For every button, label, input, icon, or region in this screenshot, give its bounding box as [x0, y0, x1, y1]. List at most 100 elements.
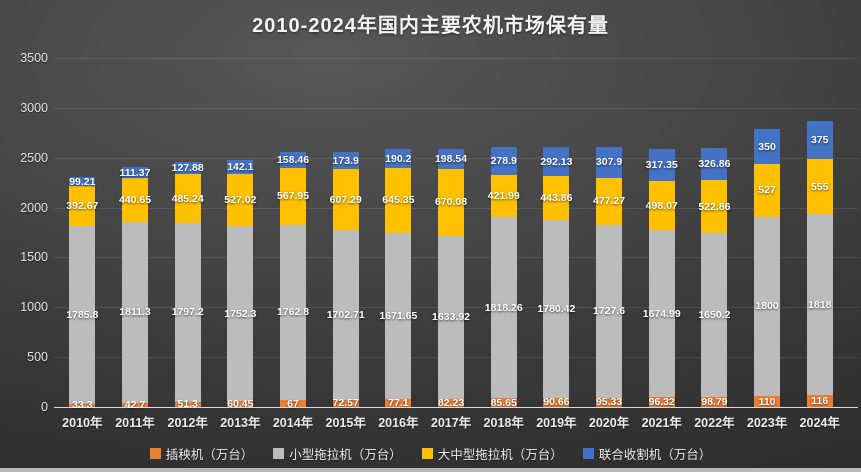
data-label-small-tractor: 1818 [808, 298, 832, 311]
bar-segment-medium-large-tractor: 567.95 [277, 167, 309, 225]
x-axis-label: 2012年 [167, 416, 208, 430]
bar-segment-medium-large-tractor: 477.27 [592, 177, 626, 226]
bar-column: 95.33 1727.6 477.27 307.9 2020年 [583, 0, 636, 430]
data-label-combine-harvester: 307.9 [595, 156, 623, 169]
legend-swatch-icon [273, 448, 285, 459]
legend: 插秧机（万台） 小型拖拉机（万台） 大中型拖拉机（万台） 联合收割机（万台） [0, 444, 861, 463]
bar-segment-combine-harvester: 127.88 [172, 161, 204, 175]
bar-segment-combine-harvester: 111.37 [120, 167, 151, 179]
bar-segment-combine-harvester: 307.9 [595, 146, 623, 178]
bar-stack: 67 1762.8 567.95 158.46 [276, 152, 310, 410]
bar-segment-small-tractor: 1780.42 [537, 220, 575, 398]
legend-label: 插秧机（万台） [165, 448, 254, 462]
bar-segment-medium-large-tractor: 527.02 [224, 173, 257, 227]
data-label-small-tractor: 1762.8 [276, 306, 310, 319]
data-label-medium-large-tractor: 555 [810, 180, 829, 193]
bar-segment-rice-transplanter: 77.1 [385, 397, 412, 409]
bar-segment-rice-transplanter: 98.79 [701, 396, 727, 408]
bar-column: 51.3 1797.2 485.24 127.88 2012年 [161, 0, 214, 430]
y-axis-tick-label: 1500 [20, 250, 48, 265]
data-label-combine-harvester: 278.9 [490, 155, 517, 168]
data-label-small-tractor: 1785.8 [66, 308, 99, 321]
bar-segment-small-tractor: 1800 [754, 216, 781, 397]
data-label-small-tractor: 1811.3 [119, 306, 151, 319]
data-label-combine-harvester: 326.86 [698, 158, 731, 171]
data-label-medium-large-tractor: 527 [758, 184, 776, 197]
bar-column: 67 1762.8 567.95 158.46 2014年 [267, 0, 320, 430]
bar-segment-small-tractor: 1818.26 [485, 217, 523, 399]
data-label-combine-harvester: 190.2 [385, 152, 412, 165]
x-axis-label: 2022年 [694, 416, 735, 430]
legend-swatch-icon [149, 448, 161, 459]
data-label-small-tractor: 1671.65 [379, 309, 418, 322]
plot-area: 33.3 1785.8 392.67 99.21 2010年 42.7 1811.3 440.… [56, 0, 846, 430]
y-axis-tick-label: 500 [27, 350, 48, 365]
bar-segment-medium-large-tractor: 645.35 [382, 168, 415, 233]
data-label-combine-harvester: 99.21 [69, 175, 96, 188]
data-label-medium-large-tractor: 485.24 [171, 192, 204, 205]
bar-column: 90.66 1780.42 443.86 292.13 2019年 [530, 0, 583, 430]
legend-item-rice-transplanter: 插秧机（万台） [149, 444, 254, 463]
bar-column: 96.32 1674.99 498.07 317.35 2021年 [635, 0, 688, 430]
bar-stack: 116 1818 555 375 [806, 121, 833, 408]
data-label-combine-harvester: 292.13 [540, 155, 573, 168]
bar-segment-rice-transplanter: 67 [280, 398, 307, 410]
bar-column: 82.23 1633.92 670.08 198.54 2017年 [425, 0, 478, 430]
x-axis-label: 2010年 [62, 416, 103, 430]
data-label-combine-harvester: 375 [810, 134, 829, 147]
data-label-medium-large-tractor: 392.67 [66, 200, 99, 213]
bar-segment-medium-large-tractor: 607.29 [330, 169, 362, 230]
bar-segment-rice-transplanter: 72.57 [333, 397, 359, 409]
data-label-combine-harvester: 173.9 [332, 154, 359, 167]
bar-segment-medium-large-tractor: 392.67 [66, 186, 99, 226]
bar-segment-medium-large-tractor: 527 [754, 164, 781, 217]
bar-column: 77.1 1671.65 645.35 190.2 2016年 [372, 0, 425, 430]
bar-segment-combine-harvester: 350 [754, 129, 781, 165]
legend-item-medium-large-tractor: 大中型拖拉机（万台） [421, 444, 563, 463]
chart-title: 2010-2024年国内主要农机市场保有量 [252, 15, 609, 37]
data-label-medium-large-tractor: 421.99 [487, 190, 520, 203]
data-label-small-tractor: 1650.2 [698, 308, 731, 321]
bottom-strip [0, 468, 861, 472]
data-label-medium-large-tractor: 522.86 [698, 200, 731, 213]
legend-label: 大中型拖拉机（万台） [437, 448, 563, 462]
bar-segment-combine-harvester: 317.35 [646, 149, 678, 181]
x-axis-label: 2020年 [588, 416, 630, 430]
data-label-combine-harvester: 142.1 [227, 160, 254, 173]
bar-segment-medium-large-tractor: 522.86 [698, 180, 731, 233]
bar-segment-combine-harvester: 375 [806, 121, 833, 159]
data-label-medium-large-tractor: 645.35 [382, 194, 415, 207]
bar-stack: 77.1 1671.65 645.35 190.2 [379, 149, 417, 409]
bar-column: 98.79 1650.2 522.86 326.86 2022年 [688, 0, 741, 430]
data-label-medium-large-tractor: 527.02 [224, 193, 257, 206]
bar-stack: 96.32 1674.99 498.07 317.35 [643, 149, 681, 408]
bar-stack: 72.57 1702.71 607.29 173.9 [327, 152, 365, 409]
data-label-small-tractor: 1818.26 [484, 301, 523, 314]
bar-stack: 60.45 1752.3 527.02 142.1 [224, 159, 257, 410]
bar-stack: 98.79 1650.2 522.86 326.86 [698, 147, 731, 408]
bar-segment-medium-large-tractor: 443.86 [540, 176, 572, 221]
data-label-rice-transplanter: 116 [811, 395, 829, 408]
bar-segment-rice-transplanter: 85.65 [491, 397, 517, 409]
bar-segment-combine-harvester: 292.13 [540, 147, 573, 177]
legend-item-small-tractor: 小型拖拉机（万台） [273, 444, 402, 463]
bar-segment-medium-large-tractor: 421.99 [487, 175, 520, 218]
data-label-small-tractor: 1780.42 [537, 303, 576, 316]
x-axis-label: 2016年 [378, 416, 419, 430]
bar-segment-combine-harvester: 198.54 [435, 149, 467, 170]
bar-stack: 82.23 1633.92 670.08 198.54 [432, 149, 470, 409]
data-label-small-tractor: 1797.2 [171, 306, 204, 319]
bar-segment-combine-harvester: 142.1 [227, 159, 254, 174]
data-label-medium-large-tractor: 477.27 [592, 195, 626, 208]
y-axis-tick-label: 2000 [20, 200, 48, 215]
legend-item-combine-harvester: 联合收割机（万台） [582, 444, 711, 463]
x-axis-label: 2015年 [325, 416, 366, 430]
bar-segment-small-tractor: 1811.3 [119, 222, 151, 403]
data-label-small-tractor: 1800 [755, 300, 779, 313]
x-axis-label: 2024年 [799, 416, 840, 430]
data-label-combine-harvester: 158.46 [276, 154, 310, 167]
data-label-small-tractor: 1727.6 [592, 305, 626, 318]
bar-column: 85.65 1818.26 421.99 278.9 2018年 [477, 0, 530, 430]
x-axis-label: 2021年 [641, 416, 682, 430]
